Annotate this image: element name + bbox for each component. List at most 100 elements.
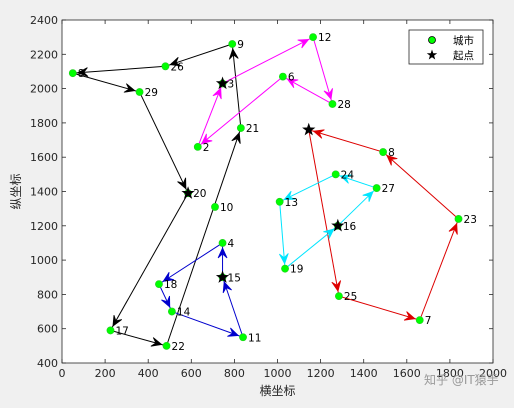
y-axis-ticks: 400 600 800 1000 1200 1400 1600 1800 2000 2200 240…: [30, 14, 493, 370]
city-label: 25: [344, 291, 357, 303]
watermark: 知乎 @IT猿手: [424, 372, 499, 387]
route-arrowhead: [231, 131, 241, 144]
legend-city-marker: [428, 36, 436, 44]
route-arrowhead: [312, 129, 325, 139]
city-label: 29: [145, 87, 158, 99]
city-point: [415, 316, 424, 325]
city-label: 23: [464, 214, 477, 226]
y-tick-label: 2400: [30, 14, 58, 27]
route-arrowhead: [217, 246, 228, 259]
city-label: 15: [228, 272, 241, 284]
route-arrowhead: [228, 48, 239, 60]
city-label: 9: [237, 39, 244, 51]
route-segment: [72, 65, 166, 74]
city-point: [68, 69, 77, 78]
route-arrowhead: [297, 38, 310, 49]
x-axis-label: 横坐标: [259, 384, 295, 398]
city-point: [155, 280, 163, 289]
route-arrowhead: [279, 253, 289, 265]
x-tick-label: 800: [224, 367, 245, 380]
city-point: [281, 264, 289, 273]
legend-start-label: 起点: [453, 50, 474, 62]
city-label: 6: [288, 72, 295, 84]
city-label: 24: [341, 169, 355, 181]
route-segment: [158, 242, 223, 285]
route-segment: [308, 129, 384, 153]
city-point: [193, 143, 202, 151]
city-label: 18: [164, 279, 177, 291]
route-segment: [312, 37, 333, 105]
route-arrowhead: [123, 83, 136, 93]
route-segment: [419, 218, 459, 321]
y-tick-label: 1400: [30, 186, 58, 199]
route-arrowhead: [76, 67, 89, 77]
route-arrowhead: [323, 228, 335, 239]
city-label: 21: [246, 123, 259, 135]
x-tick-label: 1800: [436, 367, 464, 380]
route-arrowhead: [283, 190, 296, 201]
legend-box: [408, 29, 484, 65]
legend-city-label: 城市: [453, 34, 474, 47]
y-tick-label: 600: [37, 323, 58, 336]
city-label: 19: [290, 264, 303, 276]
route-segment: [308, 129, 340, 297]
city-label: 10: [220, 202, 233, 214]
city-label: 4: [228, 238, 235, 250]
route-arrowhead: [222, 281, 232, 294]
route-arrowhead: [227, 327, 240, 337]
city-label: 16: [343, 221, 357, 233]
route-arrowhead: [362, 190, 374, 202]
city-point: [275, 197, 284, 206]
y-tick-label: 2200: [30, 48, 58, 61]
route-arrowhead: [177, 177, 187, 190]
route-arrowhead: [448, 222, 458, 235]
city-point: [135, 88, 144, 96]
x-tick-label: 1200: [307, 367, 335, 380]
route-arrowhead: [323, 88, 333, 101]
route-segment: [171, 311, 244, 338]
route-arrowhead: [331, 280, 342, 293]
route-arrowhead: [112, 315, 123, 327]
x-tick-label: 1000: [264, 367, 292, 380]
route-segment: [382, 151, 459, 220]
city-labels: 2346789101112131415161718192021222324252…: [78, 32, 477, 353]
route-segment: [110, 192, 189, 331]
start-star: [331, 218, 345, 232]
legend-start-marker: [426, 49, 438, 60]
city-point: [168, 307, 176, 316]
y-tick-label: 1200: [30, 220, 58, 233]
route-segment: [72, 72, 140, 93]
route-lines: [72, 36, 459, 347]
city-point: [106, 326, 115, 335]
route-segment: [338, 295, 420, 321]
city-point: [236, 124, 245, 132]
route-arrowhead: [200, 133, 213, 145]
start-star: [215, 76, 230, 90]
start-star: [302, 122, 316, 136]
legend: 城市 起点: [408, 29, 484, 65]
y-tick-label: 2000: [30, 83, 58, 96]
y-tick-label: 1600: [30, 151, 58, 164]
start-star: [215, 270, 230, 283]
x-tick-label: 200: [95, 367, 116, 380]
y-axis-label: 纵坐标: [9, 173, 23, 209]
x-tick-label: 2000: [479, 367, 507, 380]
city-point: [218, 239, 227, 247]
city-label: 17: [115, 325, 128, 337]
city-label: 20: [193, 188, 206, 200]
route-arrowhead: [339, 174, 352, 184]
route-segment: [166, 127, 242, 347]
route-arrowhead: [286, 78, 299, 89]
route-segment: [139, 91, 189, 194]
city-label: 26: [170, 61, 184, 73]
x-tick-label: 1400: [350, 367, 378, 380]
x-tick-label: 0: [59, 367, 66, 380]
city-point: [328, 100, 337, 108]
route-arrowhead: [386, 154, 398, 166]
city-label: 28: [337, 99, 350, 111]
city-label: 8: [388, 147, 395, 159]
y-tick-label: 400: [37, 357, 58, 370]
city-label: 12: [318, 32, 331, 44]
city-label: 8: [78, 68, 85, 80]
